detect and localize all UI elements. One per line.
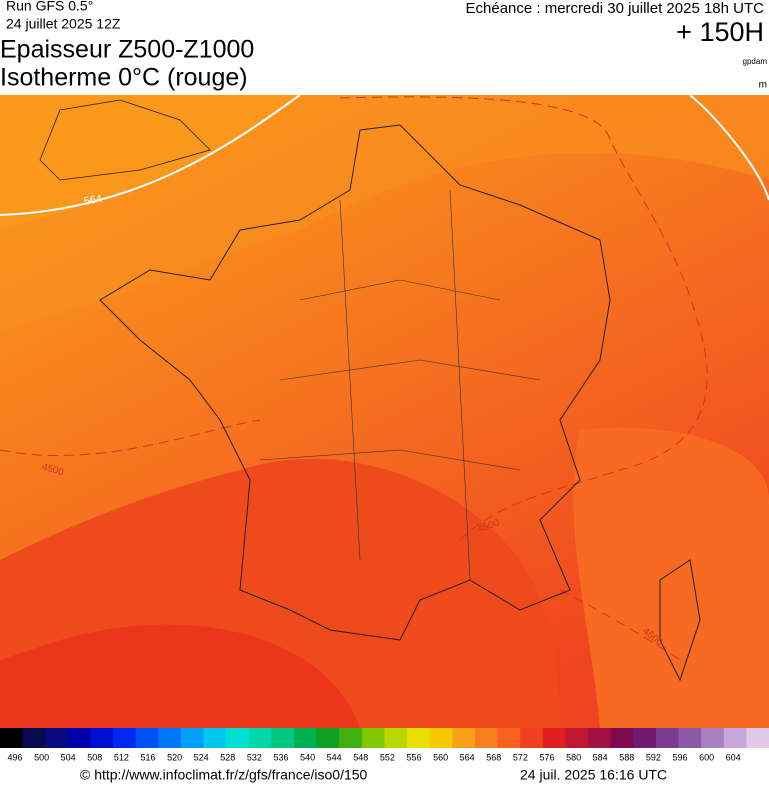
colorbar-swatch bbox=[271, 728, 295, 748]
colorbar-swatch bbox=[90, 728, 114, 748]
zone bbox=[0, 95, 769, 330]
colorbar-swatch bbox=[158, 728, 182, 748]
colorbar-label: 512 bbox=[114, 752, 129, 762]
colorbar-swatch bbox=[203, 728, 227, 748]
colorbar-label: 604 bbox=[726, 752, 741, 762]
colorbar-label: 528 bbox=[220, 752, 235, 762]
colorbar: 496 500 504 508 512 516 520 524 528 532 536 540 544 5… bbox=[0, 728, 769, 762]
colorbar-label: 544 bbox=[327, 752, 342, 762]
colorbar-swatch bbox=[316, 728, 340, 748]
footer-url: © http://www.infoclimat.fr/z/gfs/france/… bbox=[80, 767, 368, 783]
colorbar-label: 556 bbox=[406, 752, 421, 762]
colorbar-swatch bbox=[497, 728, 521, 748]
colorbar-label: 552 bbox=[380, 752, 395, 762]
colorbar-label: 560 bbox=[433, 752, 448, 762]
colorbar-swatch bbox=[248, 728, 272, 748]
colorbar-label: 592 bbox=[646, 752, 661, 762]
colorbar-swatch bbox=[588, 728, 612, 748]
colorbar-label: 500 bbox=[34, 752, 49, 762]
colorbar-label: 584 bbox=[593, 752, 608, 762]
colorbar-swatch bbox=[723, 728, 747, 748]
departments bbox=[259, 189, 541, 581]
colorbar-swatch bbox=[226, 728, 250, 748]
colorbar-swatch bbox=[701, 728, 725, 748]
map: 564 4500 4500 4500 bbox=[0, 94, 769, 728]
contour-564 bbox=[689, 94, 769, 201]
colorbar-label: 576 bbox=[539, 752, 554, 762]
colorbar-swatch bbox=[633, 728, 657, 748]
colorbar-swatch bbox=[180, 728, 205, 748]
colorbar-swatch bbox=[542, 728, 566, 748]
colorbar-label: 516 bbox=[140, 752, 155, 762]
colorbar-swatch bbox=[746, 728, 769, 748]
colorbar-label: 536 bbox=[273, 752, 288, 762]
colorbar-label: 540 bbox=[300, 752, 315, 762]
colorbar-swatch bbox=[678, 728, 702, 748]
colorbar-label: 588 bbox=[619, 752, 634, 762]
colorbar-label: 600 bbox=[699, 752, 714, 762]
colorbar-swatch bbox=[407, 728, 431, 748]
colorbar-label: 564 bbox=[460, 752, 475, 762]
colorbar-swatch bbox=[429, 728, 453, 748]
colorbar-swatch bbox=[135, 728, 159, 748]
colorbar-swatch bbox=[45, 728, 69, 748]
uk-coast bbox=[39, 99, 211, 181]
colorbar-swatch bbox=[113, 728, 137, 748]
colorbar-label: 532 bbox=[247, 752, 262, 762]
title: Epaisseur Z500-Z1000 bbox=[0, 36, 254, 64]
colorbar-label: 508 bbox=[87, 752, 102, 762]
colorbar-swatch bbox=[565, 728, 589, 748]
colorbar-swatch bbox=[361, 728, 385, 748]
run-date: 24 juillet 2025 12Z bbox=[6, 16, 121, 32]
footer-stamp: 24 juil. 2025 16:16 UTC bbox=[520, 767, 667, 783]
colorbar-label: 580 bbox=[566, 752, 581, 762]
unit: m bbox=[759, 80, 767, 91]
echeance: Echéance : mercredi 30 juillet 2025 18h … bbox=[466, 0, 765, 17]
colorbar-swatch bbox=[610, 728, 634, 748]
colorbar-label: 496 bbox=[7, 752, 22, 762]
colorbar-swatch bbox=[655, 728, 680, 748]
contour-564 bbox=[0, 94, 301, 216]
colorbar-label: 524 bbox=[194, 752, 209, 762]
zone bbox=[573, 427, 769, 728]
colorbar-swatch bbox=[67, 728, 91, 748]
colorbar-swatch bbox=[339, 728, 363, 748]
colorbar-swatch bbox=[474, 728, 499, 748]
colorbar-label: 520 bbox=[167, 752, 182, 762]
colorbar-label: 572 bbox=[513, 752, 528, 762]
subtitle: Isotherme 0°C (rouge) bbox=[0, 64, 248, 92]
corse bbox=[659, 559, 701, 682]
contour-label: 564 bbox=[83, 193, 103, 208]
colorbar-swatch bbox=[384, 728, 408, 748]
run-label: Run GFS 0.5° bbox=[6, 0, 93, 14]
colorbar-swatch bbox=[452, 728, 476, 748]
colorbar-label: 504 bbox=[61, 752, 76, 762]
colorbar-swatch bbox=[22, 728, 46, 748]
colorbar-swatch bbox=[294, 728, 318, 748]
lead-time: + 150H bbox=[676, 17, 764, 47]
colorbar-swatch bbox=[520, 728, 544, 748]
colorbar-label: 596 bbox=[672, 752, 687, 762]
colorbar-label: 548 bbox=[353, 752, 368, 762]
colorbar-label: 568 bbox=[486, 752, 501, 762]
hot-zone bbox=[0, 624, 360, 728]
unit: gpdam bbox=[743, 57, 768, 66]
colorbar-swatch bbox=[0, 728, 24, 748]
